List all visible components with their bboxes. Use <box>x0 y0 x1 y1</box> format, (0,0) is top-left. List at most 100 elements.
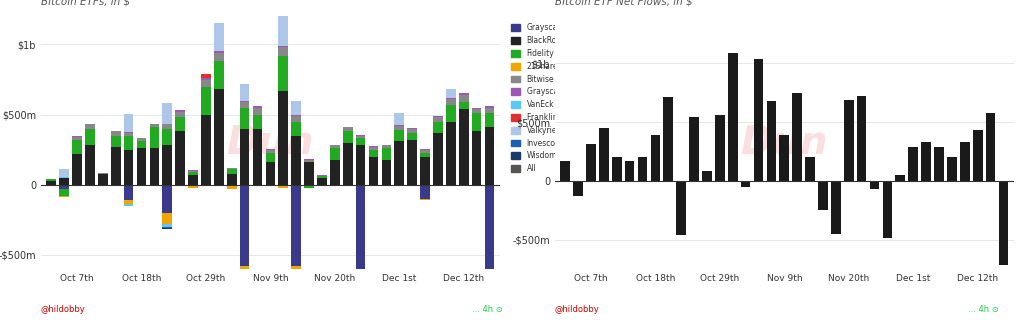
Bar <box>292 280 301 281</box>
Text: ... 4h ⊙: ... 4h ⊙ <box>472 305 503 315</box>
Bar <box>484 277 495 281</box>
Bar <box>201 114 211 185</box>
Bar <box>188 185 198 188</box>
Bar <box>163 124 172 129</box>
Bar <box>98 173 108 174</box>
Bar <box>188 171 198 172</box>
Bar <box>420 199 430 200</box>
Bar <box>240 108 250 129</box>
Bar <box>292 115 301 116</box>
Bar <box>214 23 223 51</box>
Bar <box>292 266 301 277</box>
Bar <box>472 108 481 109</box>
Bar <box>573 181 583 196</box>
Bar <box>279 15 288 46</box>
Bar <box>831 181 841 234</box>
Bar <box>408 128 417 129</box>
Bar <box>355 283 366 284</box>
Bar <box>394 125 404 126</box>
Bar <box>420 153 430 157</box>
Bar <box>304 162 314 185</box>
Bar <box>124 114 133 132</box>
Bar <box>934 147 944 181</box>
Bar <box>279 47 288 56</box>
Bar <box>896 175 905 181</box>
Bar <box>343 143 352 185</box>
Bar <box>163 103 172 124</box>
Bar <box>124 132 133 133</box>
Bar <box>408 140 417 185</box>
Bar <box>369 157 378 185</box>
Bar <box>484 113 495 127</box>
Bar <box>124 185 133 200</box>
Bar <box>382 145 391 146</box>
Bar <box>136 141 146 148</box>
Bar <box>408 133 417 140</box>
Bar <box>85 146 95 185</box>
Bar <box>998 181 1009 265</box>
Bar <box>664 97 673 181</box>
Bar <box>433 116 442 117</box>
Bar <box>767 101 776 181</box>
Bar <box>484 127 495 185</box>
Bar <box>446 99 456 105</box>
Bar <box>163 213 172 224</box>
Bar <box>136 148 146 185</box>
Bar <box>446 98 456 99</box>
Bar <box>175 111 185 112</box>
Bar <box>201 78 211 80</box>
Bar <box>240 84 250 101</box>
Bar <box>292 281 301 282</box>
Bar <box>59 178 69 185</box>
Bar <box>857 96 866 181</box>
Bar <box>73 154 82 185</box>
Bar <box>959 142 970 181</box>
Bar <box>111 132 121 136</box>
Bar <box>59 196 69 197</box>
Bar <box>779 135 790 181</box>
Bar <box>150 124 159 127</box>
Bar <box>73 137 82 140</box>
Bar <box>484 281 495 283</box>
Bar <box>754 59 763 181</box>
Bar <box>163 185 172 213</box>
Bar <box>459 109 469 185</box>
Bar <box>188 172 198 175</box>
Bar <box>908 147 919 181</box>
Bar <box>433 117 442 122</box>
Bar <box>227 169 237 174</box>
Bar <box>369 150 378 157</box>
Bar <box>343 132 352 143</box>
Bar <box>279 56 288 91</box>
Bar <box>59 185 69 189</box>
Bar <box>330 148 340 159</box>
Bar <box>240 277 250 280</box>
Bar <box>59 177 69 178</box>
Bar <box>175 117 185 132</box>
Bar <box>163 146 172 185</box>
Bar <box>818 181 827 210</box>
Bar <box>420 149 430 150</box>
Bar <box>292 277 301 280</box>
Bar <box>292 122 301 136</box>
Bar <box>793 93 802 181</box>
Bar <box>355 135 366 136</box>
Bar <box>446 89 456 98</box>
Bar <box>73 140 82 154</box>
Bar <box>446 122 456 185</box>
Bar <box>265 153 275 162</box>
Bar <box>98 174 108 185</box>
Bar <box>59 189 69 196</box>
Bar <box>922 142 931 181</box>
Bar <box>163 228 172 229</box>
Bar <box>472 109 481 113</box>
Bar <box>689 117 699 181</box>
Bar <box>459 93 469 95</box>
Bar <box>625 161 635 181</box>
Bar <box>85 124 95 129</box>
Bar <box>73 136 82 137</box>
Bar <box>317 176 327 178</box>
Bar <box>484 108 495 113</box>
Bar <box>188 175 198 185</box>
Bar <box>484 284 495 285</box>
